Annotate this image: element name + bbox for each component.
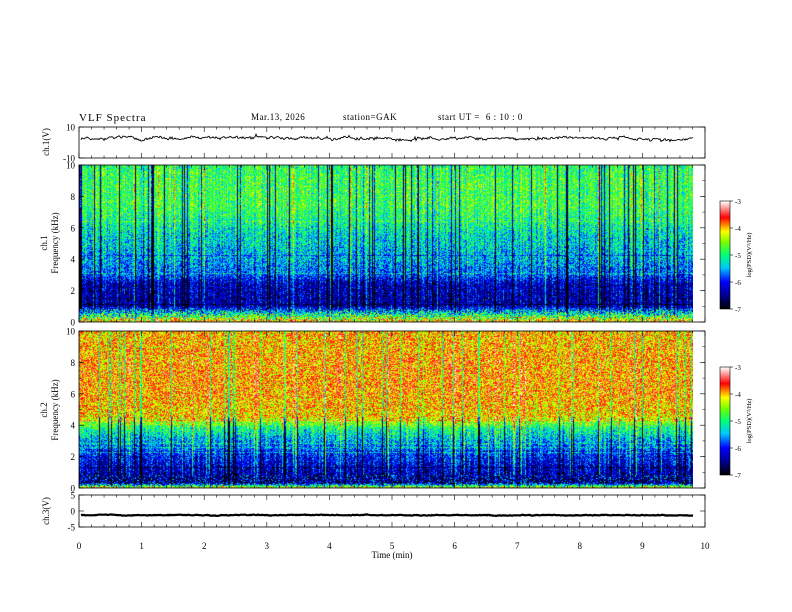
x-tick-label: 5 xyxy=(390,541,395,551)
station-label: station=GAK xyxy=(343,112,398,122)
ch2-colorbar-tick-label: -5 xyxy=(735,418,741,426)
ch2-spectrogram-ytick-label: 6 xyxy=(71,389,76,399)
ch1-waveform-ytick-label: -10 xyxy=(63,154,75,164)
ch2-spectrogram-ytick-label: 0 xyxy=(71,484,76,494)
ch3-waveform-ytick-label: 5 xyxy=(71,491,76,501)
ch1-colorbar xyxy=(720,201,730,309)
ch1-colorbar-tick-label: -7 xyxy=(735,306,741,314)
ch2-ylabel-frequency: Frequency (kHz) xyxy=(50,379,60,440)
panel-frames xyxy=(78,126,733,528)
ch1-spectrogram-ytick-label: 0 xyxy=(71,318,76,328)
ch1-spectrogram-ytick-label: 4 xyxy=(71,255,76,265)
start-time-value: 6 : 10 : 0 xyxy=(485,112,523,122)
ch2-colorbar-label: log(PSD)(V²/Hz) xyxy=(746,399,753,444)
ch1-colorbar-frame xyxy=(719,200,731,310)
x-tick-label: 7 xyxy=(515,541,520,551)
ch2-colorbar-tick-label: -3 xyxy=(735,364,741,372)
ch2-spectrogram-ytick-label: 2 xyxy=(71,452,76,462)
x-tick-label: 1 xyxy=(139,541,144,551)
ch2-spectrogram-ytick-label: 4 xyxy=(71,421,76,431)
ch1-spectrogram-ytick-label: 2 xyxy=(71,286,76,296)
x-tick-label: 6 xyxy=(452,541,457,551)
chart-title: VLF Spectra xyxy=(79,112,147,124)
x-tick-label: 10 xyxy=(701,541,711,551)
ch1-colorbar-tick-label: -3 xyxy=(735,198,741,206)
ch2-spectrogram-image xyxy=(79,331,693,488)
ch2-colorbar-tick-label: -7 xyxy=(735,472,741,480)
ch2-spectrogram-frame xyxy=(78,330,706,489)
ch1-spectrogram-frame xyxy=(78,164,706,323)
x-tick-label: 3 xyxy=(265,541,270,551)
ch2-ylabel-channel: ch.2 xyxy=(39,402,49,417)
ch2-colorbar-tick-label: -6 xyxy=(735,445,741,453)
start-time-label: start UT = 6 : 10 : 0 xyxy=(438,112,529,122)
ch1-spectrogram-ytick-label: 10 xyxy=(66,161,76,171)
ch1-spectrogram-ytick-label: 6 xyxy=(71,223,76,233)
ch3-ylabel: ch.3(V) xyxy=(41,497,51,525)
ch2-spectrogram-ytick-label: 10 xyxy=(66,327,76,337)
x-tick-label: 4 xyxy=(327,541,332,551)
ch1-colorbar-tick-label: -4 xyxy=(735,225,741,233)
ch1-colorbar-tick-label: -5 xyxy=(735,252,741,260)
ch2-spectrogram-ytick-label: 8 xyxy=(71,358,76,368)
ch1-colorbar-tick-label: -6 xyxy=(735,279,741,287)
start-time-prefix: start UT = xyxy=(438,112,480,122)
ch3-waveform-ytick-label: -5 xyxy=(68,523,76,533)
ch2-colorbar-frame xyxy=(719,366,731,476)
ch1-spectrogram-image xyxy=(79,165,693,322)
ch2-colorbar xyxy=(720,367,730,475)
ch1-waveform-line xyxy=(80,132,694,143)
ch1-spectrogram-ytick-label: 8 xyxy=(71,192,76,202)
ch3-waveform-ytick-label: 0 xyxy=(71,507,76,517)
waveforms xyxy=(80,132,694,518)
ch2-colorbar-tick-label: -4 xyxy=(735,391,741,399)
ch1-ylabel-channel: ch.1 xyxy=(39,235,49,250)
ch1-ylabel-frequency: Frequency (kHz) xyxy=(50,212,60,273)
x-tick-label: 0 xyxy=(77,541,82,551)
x-axis-label: Time (min) xyxy=(372,550,413,560)
x-tick-label: 9 xyxy=(640,541,645,551)
x-tick-label: 2 xyxy=(202,541,207,551)
ch3-waveform-line xyxy=(80,513,694,518)
date-label: Mar.13, 2026 xyxy=(251,112,306,122)
x-tick-label: 8 xyxy=(578,541,583,551)
ch1-waveform-ytick-label: 10 xyxy=(66,123,76,133)
ch1-ylabel: ch.1(V) xyxy=(41,128,51,156)
ch1-colorbar-label: log(PSD)(V²/Hz) xyxy=(746,233,753,278)
